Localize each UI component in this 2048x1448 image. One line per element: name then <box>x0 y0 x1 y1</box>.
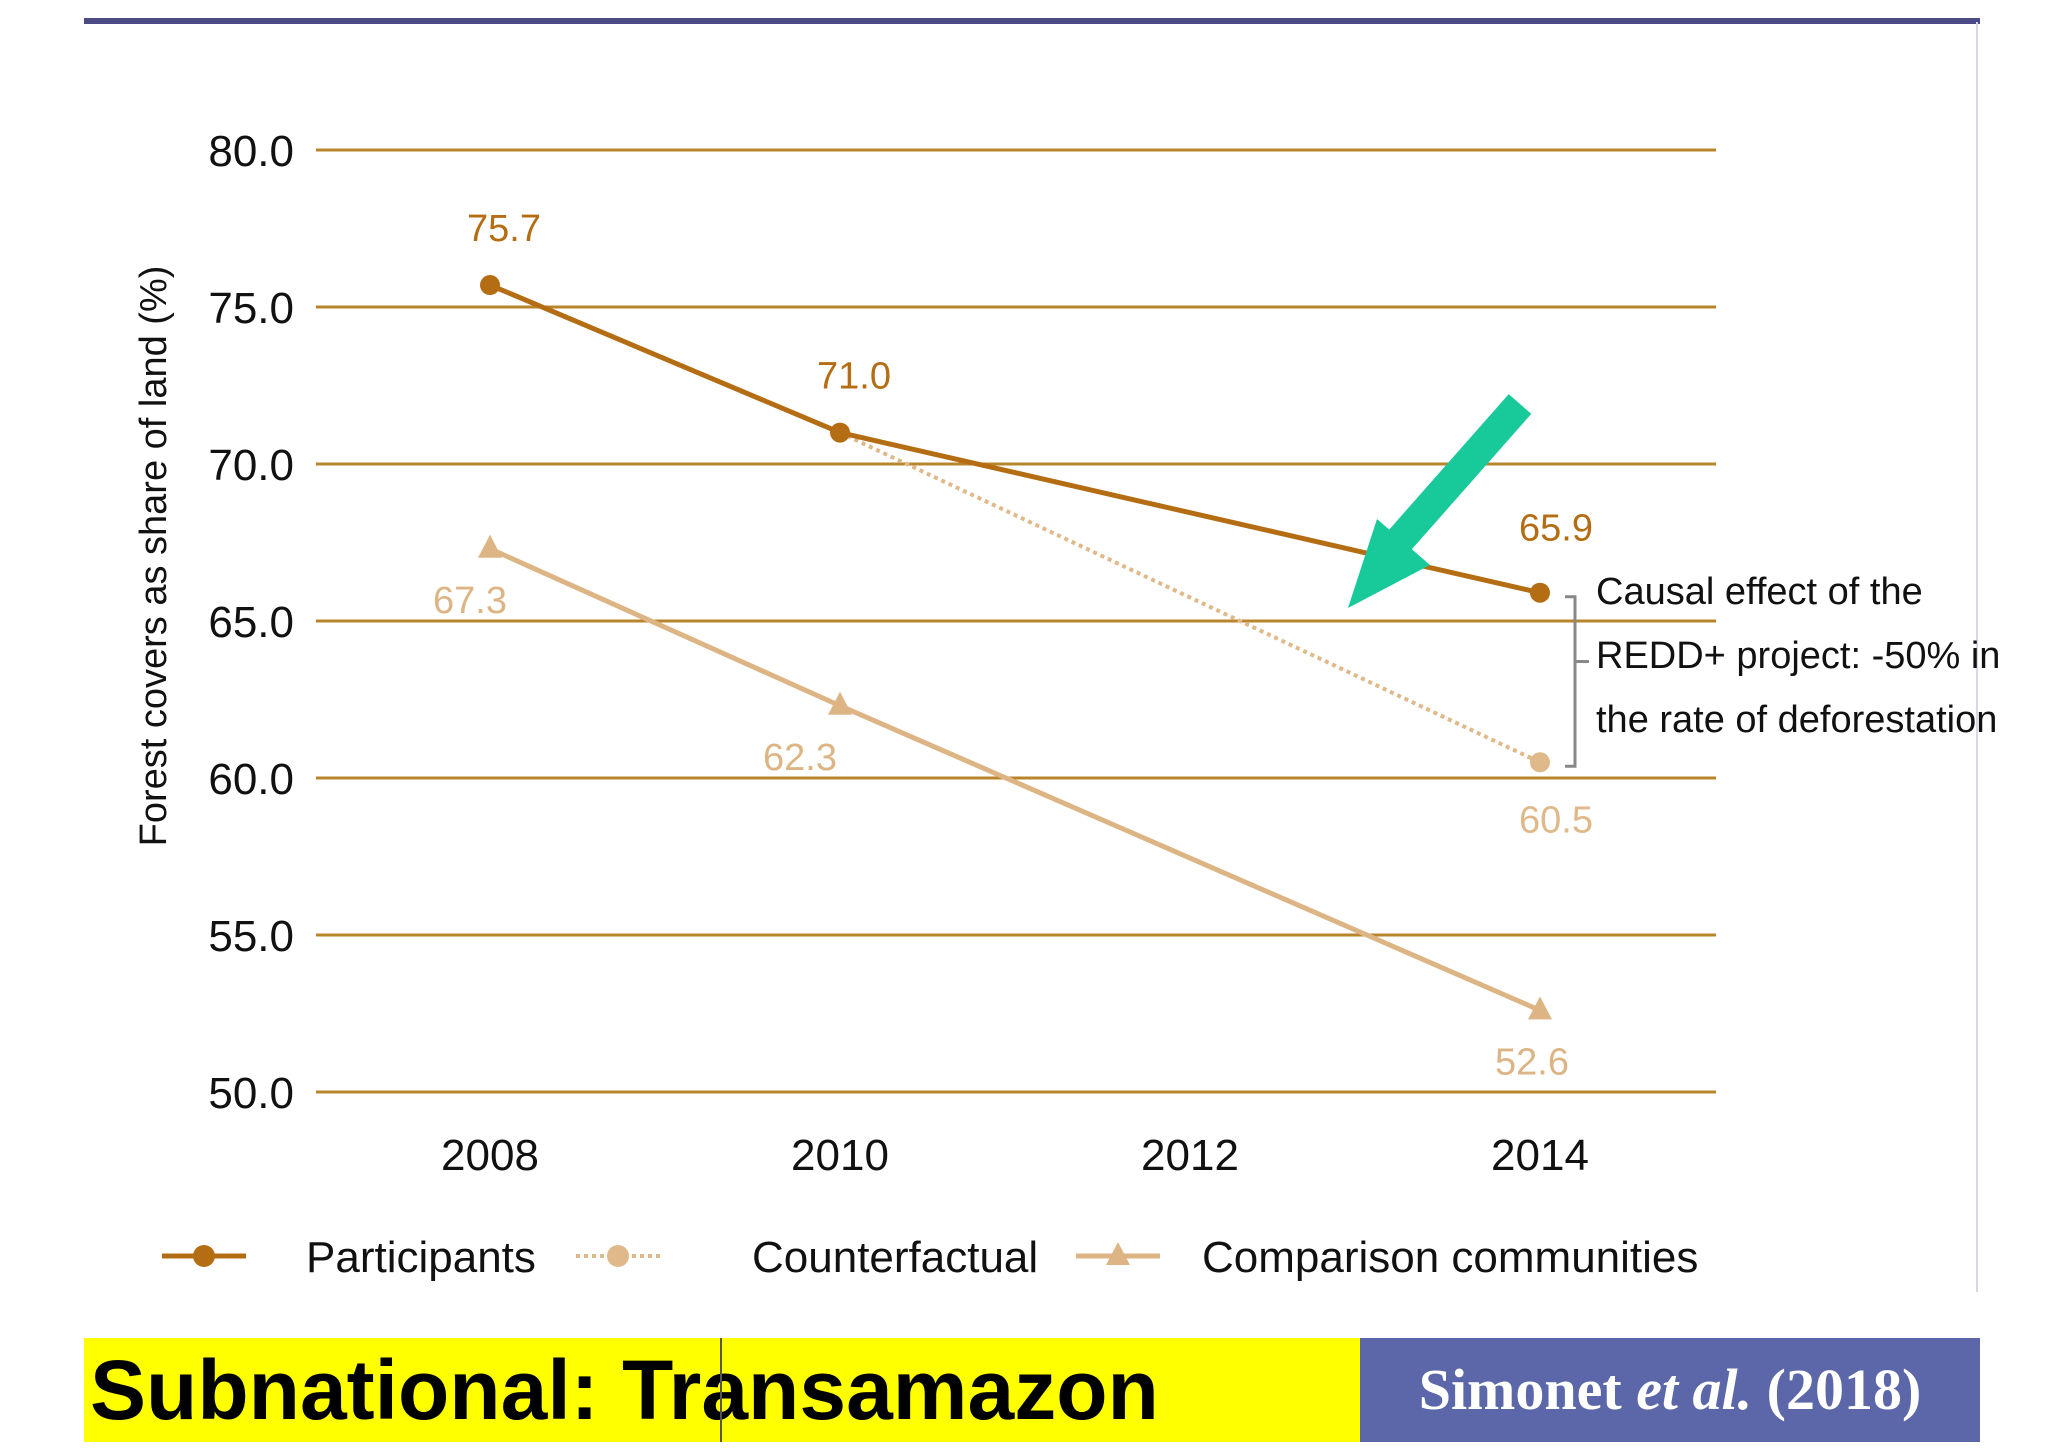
line-chart: 50.0 55.0 60.0 65.0 70.0 75.0 80.0 2008 2010 201… <box>133 127 2000 1282</box>
comparison-marker <box>478 534 502 558</box>
comparison-data-label: 52.6 <box>1495 1041 1569 1083</box>
annotation-text: Causal effect of the <box>1596 571 1923 613</box>
comparison-data-label: 67.3 <box>433 580 507 622</box>
citation: Simonet et al. (2018) <box>1360 1338 1980 1442</box>
x-tick-labels: 2008 2010 2012 2014 <box>441 1131 1589 1180</box>
legend-marker-comparison <box>1106 1242 1130 1265</box>
arrow-icon <box>1348 394 1532 608</box>
legend-label-participants: Participants <box>306 1233 536 1282</box>
y-tick-label: 70.0 <box>208 441 294 490</box>
y-tick-label: 50.0 <box>208 1069 294 1118</box>
gridlines <box>316 148 1716 1094</box>
comparison-marker <box>828 691 852 715</box>
banner-title: Subnational: Transamazon <box>84 1338 1360 1442</box>
legend: Participants Counterfactual Comparison com… <box>162 1233 1698 1282</box>
y-axis-label: Forest covers as share of land (%) <box>133 266 175 847</box>
legend-marker-participants <box>193 1245 215 1267</box>
counterfactual-marker <box>1530 752 1550 773</box>
comparison-data-label: 62.3 <box>763 737 837 779</box>
legend-label-counterfactual: Counterfactual <box>752 1233 1038 1282</box>
top-rule <box>84 18 1980 24</box>
counterfactual-data-label: 60.5 <box>1519 799 1593 841</box>
series-layer <box>478 275 1552 1020</box>
data-labels: 67.3 62.3 52.6 60.5 75.7 71.0 65.9 <box>433 208 1593 1083</box>
x-tick-label: 2010 <box>791 1131 889 1180</box>
annotation-text: REDD+ project: -50% in <box>1596 635 2000 677</box>
y-tick-label: 75.0 <box>208 284 294 333</box>
y-tick-label: 65.0 <box>208 598 294 647</box>
title-banner: Subnational: Transamazon Simonet et al. … <box>84 1338 1980 1442</box>
annotation-text: the rate of deforestation <box>1596 699 1997 741</box>
counterfactual-line <box>839 430 1541 765</box>
x-tick-label: 2012 <box>1141 1131 1239 1180</box>
x-tick-label: 2014 <box>1491 1131 1589 1180</box>
citation-etal: et al. <box>1636 1357 1753 1422</box>
comparison-marker <box>1528 996 1552 1020</box>
comparison-line <box>488 546 1541 1013</box>
banner-divider <box>720 1338 722 1442</box>
participants-marker <box>1530 582 1550 603</box>
y-tick-label: 55.0 <box>208 912 294 961</box>
citation-year: (2018) <box>1766 1357 1922 1422</box>
participants-data-label: 75.7 <box>467 208 541 250</box>
citation-author: Simonet <box>1418 1357 1622 1422</box>
y-tick-labels: 50.0 55.0 60.0 65.0 70.0 75.0 80.0 <box>208 127 294 1118</box>
legend-marker-counterfactual <box>607 1245 629 1267</box>
right-rule <box>1976 22 1978 1292</box>
y-tick-label: 80.0 <box>208 127 294 176</box>
participants-data-label: 65.9 <box>1519 508 1593 550</box>
causal-effect-annotation: Causal effect of the REDD+ project: -50% … <box>1565 571 2000 768</box>
participants-data-label: 71.0 <box>817 356 891 398</box>
legend-label-comparison: Comparison communities <box>1202 1233 1698 1282</box>
y-tick-label: 60.0 <box>208 755 294 804</box>
x-tick-label: 2008 <box>441 1131 539 1180</box>
annotation-bracket <box>1565 595 1577 768</box>
participants-marker <box>480 275 500 296</box>
participants-marker <box>830 422 850 443</box>
